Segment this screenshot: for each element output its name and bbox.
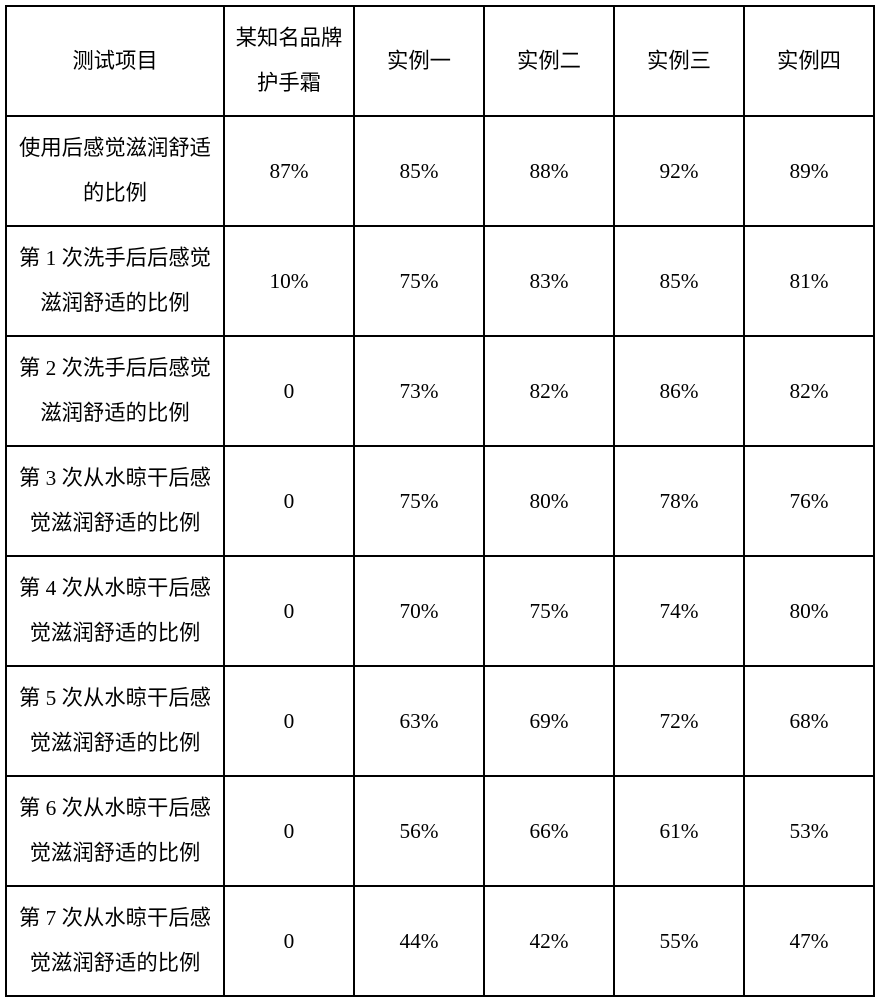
value-cell: 88% <box>484 116 614 226</box>
value-cell: 0 <box>224 776 354 886</box>
value-cell: 0 <box>224 666 354 776</box>
row-label-cell: 第 6 次从水晾干后感觉滋润舒适的比例 <box>6 776 224 886</box>
table-row: 第 3 次从水晾干后感觉滋润舒适的比例075%80%78%76% <box>6 446 874 556</box>
header-cell: 实例三 <box>614 6 744 116</box>
value-cell: 78% <box>614 446 744 556</box>
value-cell: 68% <box>744 666 874 776</box>
table-head: 测试项目 某知名品牌护手霜 实例一 实例二 实例三 实例四 <box>6 6 874 116</box>
header-cell: 实例一 <box>354 6 484 116</box>
value-cell: 74% <box>614 556 744 666</box>
value-cell: 85% <box>614 226 744 336</box>
table-row: 第 2 次洗手后后感觉滋润舒适的比例073%82%86%82% <box>6 336 874 446</box>
value-cell: 87% <box>224 116 354 226</box>
value-cell: 42% <box>484 886 614 996</box>
table-body: 使用后感觉滋润舒适的比例87%85%88%92%89%第 1 次洗手后后感觉滋润… <box>6 116 874 996</box>
row-label-cell: 第 4 次从水晾干后感觉滋润舒适的比例 <box>6 556 224 666</box>
value-cell: 85% <box>354 116 484 226</box>
table-row: 使用后感觉滋润舒适的比例87%85%88%92%89% <box>6 116 874 226</box>
header-cell: 测试项目 <box>6 6 224 116</box>
table-row: 第 7 次从水晾干后感觉滋润舒适的比例044%42%55%47% <box>6 886 874 996</box>
row-label-cell: 第 5 次从水晾干后感觉滋润舒适的比例 <box>6 666 224 776</box>
value-cell: 75% <box>354 226 484 336</box>
row-label-cell: 第 2 次洗手后后感觉滋润舒适的比例 <box>6 336 224 446</box>
table-row: 第 5 次从水晾干后感觉滋润舒适的比例063%69%72%68% <box>6 666 874 776</box>
value-cell: 80% <box>484 446 614 556</box>
header-cell: 实例二 <box>484 6 614 116</box>
value-cell: 47% <box>744 886 874 996</box>
header-cell: 实例四 <box>744 6 874 116</box>
value-cell: 69% <box>484 666 614 776</box>
value-cell: 0 <box>224 446 354 556</box>
value-cell: 81% <box>744 226 874 336</box>
comparison-table: 测试项目 某知名品牌护手霜 实例一 实例二 实例三 实例四 使用后感觉滋润舒适的… <box>5 5 875 997</box>
table-container: 测试项目 某知名品牌护手霜 实例一 实例二 实例三 实例四 使用后感觉滋润舒适的… <box>0 0 876 1000</box>
row-label-cell: 使用后感觉滋润舒适的比例 <box>6 116 224 226</box>
value-cell: 72% <box>614 666 744 776</box>
value-cell: 53% <box>744 776 874 886</box>
value-cell: 56% <box>354 776 484 886</box>
value-cell: 55% <box>614 886 744 996</box>
value-cell: 82% <box>744 336 874 446</box>
value-cell: 66% <box>484 776 614 886</box>
table-row: 第 4 次从水晾干后感觉滋润舒适的比例070%75%74%80% <box>6 556 874 666</box>
value-cell: 10% <box>224 226 354 336</box>
value-cell: 0 <box>224 886 354 996</box>
value-cell: 63% <box>354 666 484 776</box>
value-cell: 89% <box>744 116 874 226</box>
value-cell: 61% <box>614 776 744 886</box>
value-cell: 73% <box>354 336 484 446</box>
value-cell: 75% <box>354 446 484 556</box>
row-label-cell: 第 3 次从水晾干后感觉滋润舒适的比例 <box>6 446 224 556</box>
value-cell: 92% <box>614 116 744 226</box>
value-cell: 70% <box>354 556 484 666</box>
value-cell: 83% <box>484 226 614 336</box>
value-cell: 44% <box>354 886 484 996</box>
value-cell: 0 <box>224 336 354 446</box>
value-cell: 75% <box>484 556 614 666</box>
value-cell: 76% <box>744 446 874 556</box>
header-row: 测试项目 某知名品牌护手霜 实例一 实例二 实例三 实例四 <box>6 6 874 116</box>
row-label-cell: 第 7 次从水晾干后感觉滋润舒适的比例 <box>6 886 224 996</box>
table-row: 第 1 次洗手后后感觉滋润舒适的比例10%75%83%85%81% <box>6 226 874 336</box>
row-label-cell: 第 1 次洗手后后感觉滋润舒适的比例 <box>6 226 224 336</box>
header-cell: 某知名品牌护手霜 <box>224 6 354 116</box>
value-cell: 82% <box>484 336 614 446</box>
value-cell: 80% <box>744 556 874 666</box>
value-cell: 86% <box>614 336 744 446</box>
value-cell: 0 <box>224 556 354 666</box>
table-row: 第 6 次从水晾干后感觉滋润舒适的比例056%66%61%53% <box>6 776 874 886</box>
